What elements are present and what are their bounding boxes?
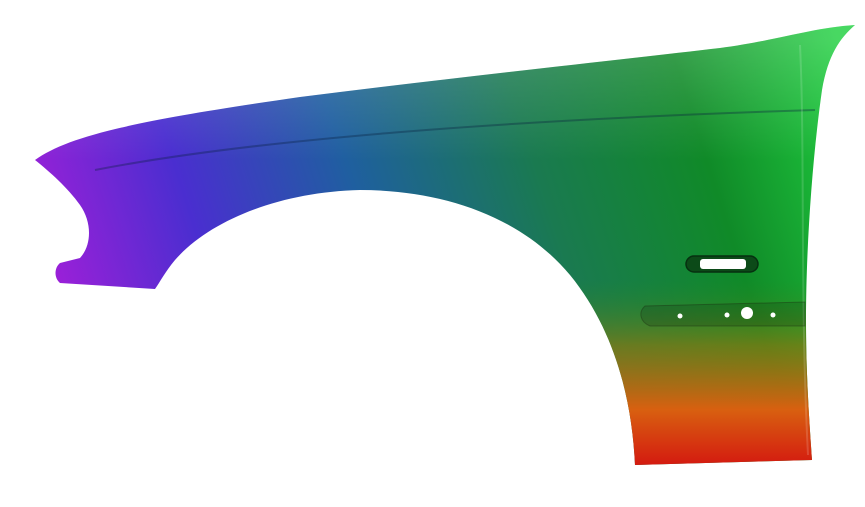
side-marker-cutout [685, 255, 759, 273]
fender-crease-line [94, 109, 816, 171]
trim-mounting-strip [640, 301, 806, 327]
fender-edge-line [799, 44, 809, 456]
fender-body [35, 25, 855, 465]
